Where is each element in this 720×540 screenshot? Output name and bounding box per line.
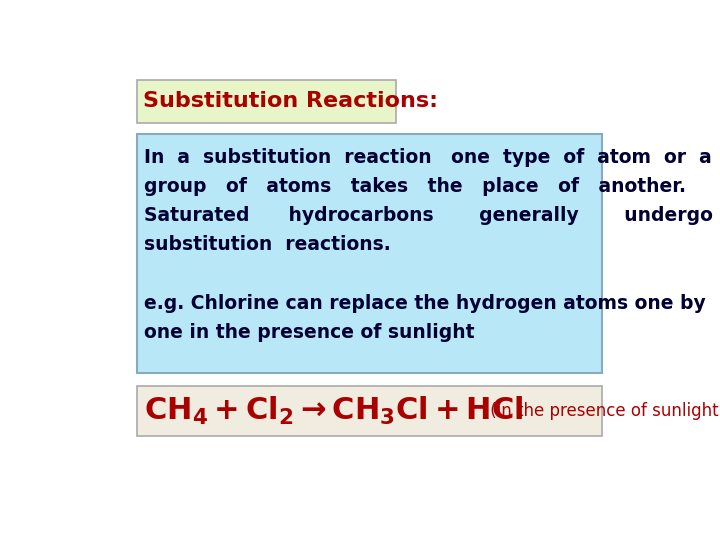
Text: (in the presence of sunlight): (in the presence of sunlight) xyxy=(485,402,720,420)
FancyBboxPatch shape xyxy=(137,80,396,123)
FancyBboxPatch shape xyxy=(137,386,601,436)
Text: group   of   atoms   takes   the   place   of   another.: group of atoms takes the place of anothe… xyxy=(144,177,686,196)
Text: Saturated      hydrocarbons       generally       undergo: Saturated hydrocarbons generally undergo xyxy=(144,206,713,225)
Text: $\mathbf{CH_4 + Cl_2 \rightarrow CH_3Cl + HCl}$: $\mathbf{CH_4 + Cl_2 \rightarrow CH_3Cl … xyxy=(144,395,524,427)
Text: one in the presence of sunlight: one in the presence of sunlight xyxy=(144,323,474,342)
FancyBboxPatch shape xyxy=(137,134,601,373)
Text: Substitution Reactions:: Substitution Reactions: xyxy=(143,91,438,111)
Text: In  a  substitution  reaction   one  type  of  atom  or  a: In a substitution reaction one type of a… xyxy=(144,148,712,167)
Text: e.g. Chlorine can replace the hydrogen atoms one by: e.g. Chlorine can replace the hydrogen a… xyxy=(144,294,706,313)
Text: substitution  reactions.: substitution reactions. xyxy=(144,235,391,254)
